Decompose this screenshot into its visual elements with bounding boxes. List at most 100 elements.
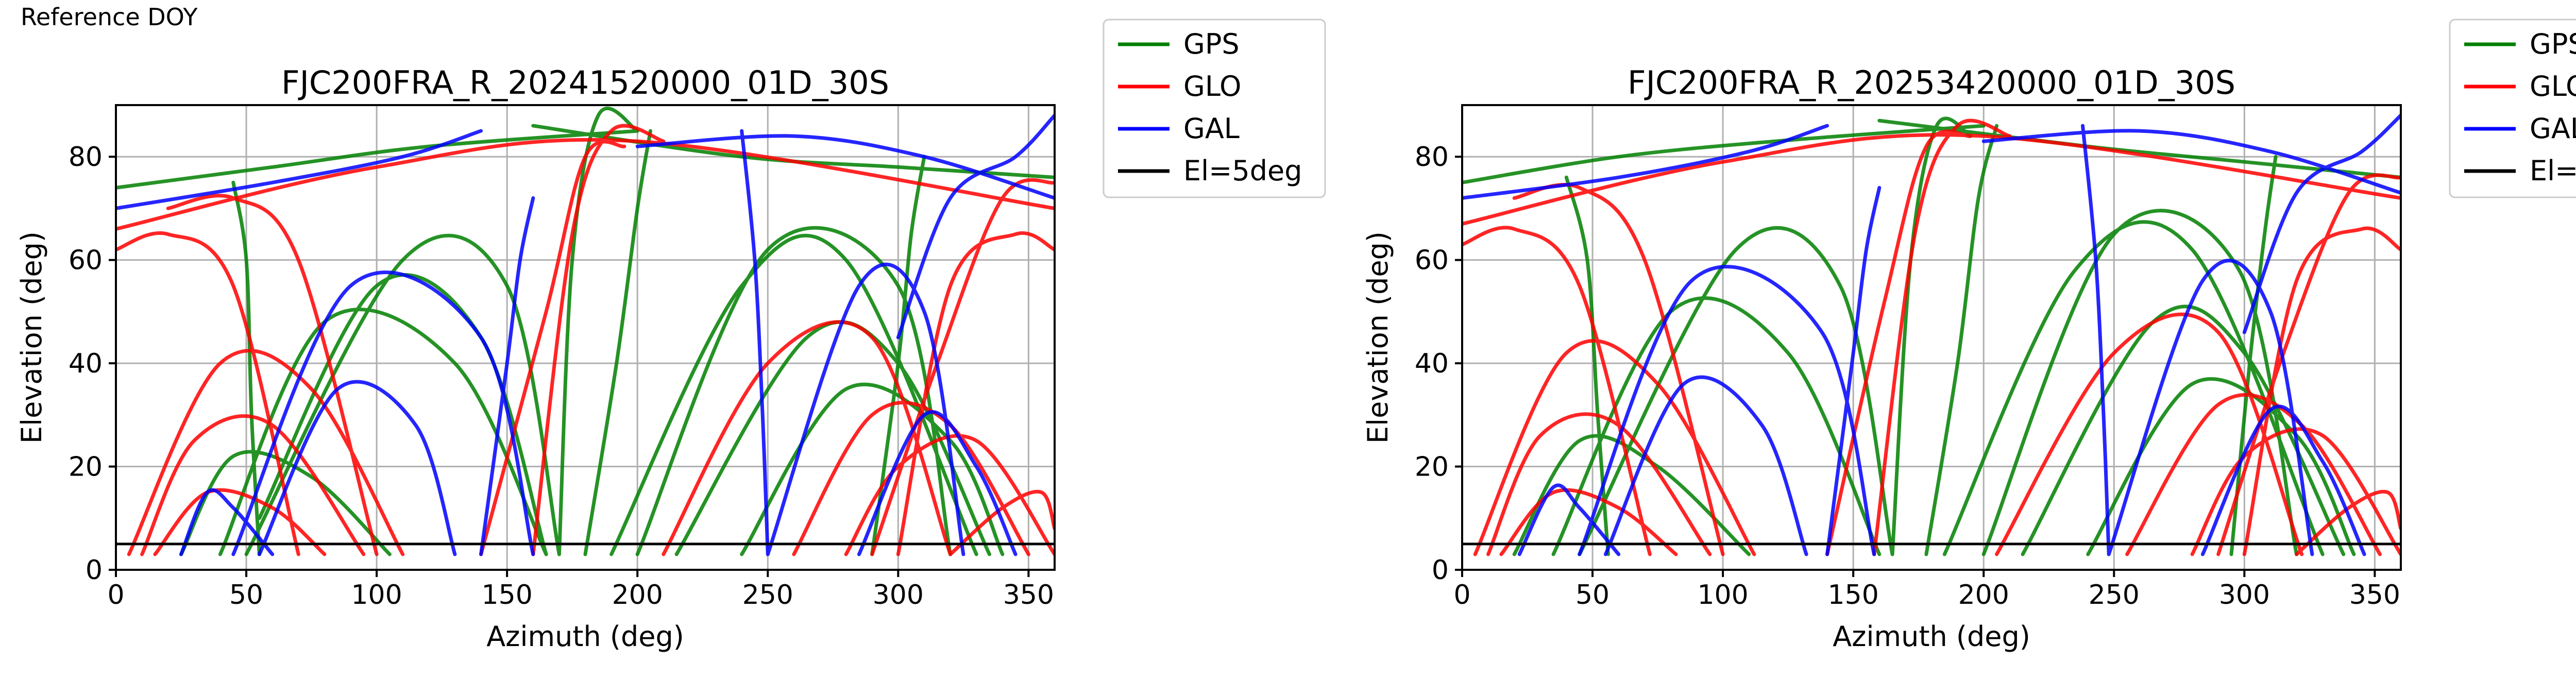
satellite-track-glo <box>127 349 405 556</box>
satellite-track-gal <box>1578 265 1876 556</box>
satellite-track-gps <box>1981 209 2299 556</box>
satellite-track-gps <box>116 129 639 190</box>
x-tick-label: 300 <box>873 580 924 611</box>
x-tick-label: 0 <box>107 580 124 611</box>
y-tick-label: 20 <box>1415 452 1449 483</box>
y-tick-label: 60 <box>69 245 103 276</box>
satellite-track-gps <box>583 129 652 556</box>
series-layer <box>1462 113 2401 556</box>
satellite-track-glo <box>116 231 300 556</box>
satellite-track-gal <box>2200 404 2366 556</box>
satellite-track-glo <box>140 414 366 556</box>
x-tick-label: 200 <box>1958 580 2009 611</box>
x-tick-label: 150 <box>482 580 533 611</box>
y-tick-label: 40 <box>69 348 103 379</box>
y-tick-label: 0 <box>86 555 103 586</box>
satellite-track-gps <box>1578 226 1894 556</box>
satellite-track-gps <box>609 233 978 556</box>
y-tick-label: 80 <box>1415 142 1449 173</box>
satellite-track-glo <box>153 488 327 556</box>
legend-entry: GAL <box>2530 112 2576 145</box>
satellite-track-glo <box>116 138 1055 231</box>
legend-entry: GPS <box>2530 28 2576 60</box>
x-axis-label: Azimuth (deg) <box>1833 620 2030 653</box>
satellite-track-glo <box>2125 393 2382 556</box>
satellite-track-glo <box>2295 489 2401 556</box>
x-tick-label: 0 <box>1453 580 1470 611</box>
legend-entry: GLO <box>2530 70 2576 103</box>
x-tick-label: 350 <box>1003 580 1054 611</box>
satellite-track-glo <box>1486 412 1712 556</box>
satellite-track-glo <box>2190 427 2401 556</box>
x-tick-label: 50 <box>1575 580 1609 611</box>
satellite-track-gps <box>1877 118 2401 179</box>
satellite-track-gps <box>1942 220 2325 556</box>
satellite-track-glo <box>896 231 1055 556</box>
satellite-track-gal <box>2107 259 2314 556</box>
x-tick-label: 250 <box>742 580 793 611</box>
x-tick-label: 300 <box>2219 580 2270 611</box>
y-tick-label: 60 <box>1415 245 1449 276</box>
satellite-track-gal <box>857 410 1018 556</box>
satellite-track-glo <box>870 178 1055 556</box>
satellite-track-gps <box>2086 377 2356 556</box>
satellite-track-gps <box>635 226 953 556</box>
legend-entry: El=5deg <box>1183 155 1302 187</box>
x-tick-label: 150 <box>1828 580 1879 611</box>
x-tick-label: 250 <box>2089 580 2140 611</box>
satellite-track-glo <box>662 320 953 556</box>
satellite-track-glo <box>1462 226 1652 556</box>
satellite-track-gps <box>218 308 548 556</box>
satellite-track-gps <box>179 450 392 556</box>
satellite-track-gps <box>740 382 1005 556</box>
chart-panel-right: FJC200FRA_R_20253420000_01D_30S 0 50 100 150… <box>1362 19 2576 653</box>
x-tick-label: 50 <box>229 580 263 611</box>
satellite-track-gal <box>1517 483 1621 556</box>
legend-entry: GAL <box>1183 112 1240 145</box>
satellite-track-gal <box>1603 375 1808 556</box>
reference-doy-label: Reference DOY <box>21 3 198 31</box>
satellite-track-glo <box>792 401 1030 556</box>
y-tick-label: 80 <box>69 142 103 173</box>
legend-entry: GLO <box>1183 70 1242 103</box>
satellite-track-gal <box>740 129 770 556</box>
y-axis-label: Elevation (deg) <box>1362 231 1394 444</box>
satellite-track-gps <box>2021 304 2346 556</box>
satellite-track-glo <box>531 124 666 556</box>
chart-title: FJC200FRA_R_20253420000_01D_30S <box>1628 64 2235 101</box>
satellite-track-gal <box>1462 124 1829 200</box>
legend: GPS GLO GAL El=5deg <box>1103 19 1326 198</box>
satellite-track-glo <box>844 434 1055 556</box>
plot-frame <box>115 104 1056 571</box>
series-gal <box>116 113 1055 556</box>
satellite-track-gal <box>2081 124 2111 556</box>
x-tick-label: 100 <box>351 580 402 611</box>
satellite-track-gps <box>1924 124 1998 556</box>
satellite-track-gal <box>116 129 483 210</box>
legend-box <box>1103 19 1326 198</box>
chart-title: FJC200FRA_R_20241520000_01D_30S <box>281 64 889 101</box>
series-glo <box>1462 118 2401 556</box>
x-tick-label: 100 <box>1697 580 1748 611</box>
satellite-track-gal <box>635 134 1055 200</box>
satellite-track-glo <box>479 140 626 556</box>
satellite-track-gal <box>2242 113 2401 334</box>
satellite-track-glo <box>2216 173 2401 556</box>
chart-panel-left: FJC200FRA_R_20241520000_01D_30S 0 50 100 150… <box>15 19 1326 653</box>
series-glo <box>116 124 1055 556</box>
y-axis-label: Elevation (deg) <box>15 231 48 444</box>
satellite-track-glo <box>1499 488 1678 556</box>
satellite-track-glo <box>2242 226 2401 556</box>
legend-entry: GPS <box>1183 28 1240 60</box>
y-tick-label: 20 <box>69 452 103 483</box>
satellite-track-glo <box>166 194 379 556</box>
satellite-track-gal <box>1825 185 1882 556</box>
satellite-track-gal <box>231 270 535 556</box>
legend-entry: El=5deg <box>2530 155 2576 187</box>
satellite-track-gal <box>257 380 457 556</box>
satellite-track-gal <box>479 196 535 556</box>
satellite-track-glo <box>1462 133 2401 226</box>
legend: GPS GLO GAL El=5deg <box>2449 19 2576 198</box>
satellite-track-glo <box>948 489 1055 556</box>
